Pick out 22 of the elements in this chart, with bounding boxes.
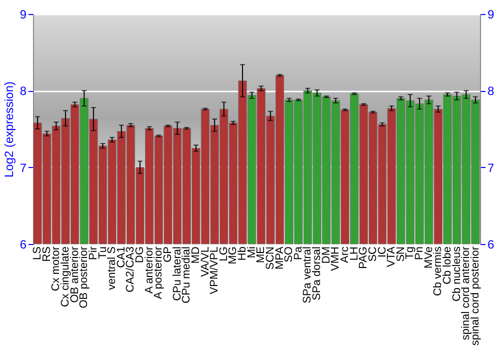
x-tick-label: SCN [264, 246, 276, 270]
x-tick-label: LG [218, 246, 230, 262]
y-tick-label: 7 [20, 160, 27, 175]
y-tick-label: 6 [20, 238, 27, 252]
y-tick-label: 9 [20, 8, 27, 22]
x-tick-label: SC [366, 246, 379, 262]
x-tick-label: OB anterior [68, 246, 81, 303]
x-tick-label: SN [394, 246, 407, 262]
y2-tick-label: 8 [488, 84, 494, 98]
y2-tick-label: 9 [488, 8, 494, 22]
x-tick-label: Tg [404, 246, 416, 260]
x-tick-label: VMH [330, 246, 342, 271]
y-tick-label: 8 [20, 84, 27, 98]
x-tick-label: Cb lobe [441, 246, 454, 284]
x-tick-label: Cb nucleus [450, 246, 463, 302]
y-axis-title: Log2 (expression) [2, 81, 16, 178]
x-tick-label: RS [40, 246, 53, 262]
y2-tick-label: 7 [488, 160, 494, 175]
x-tick-label: Arc [339, 246, 352, 263]
y2-tick-label: 6 [488, 238, 494, 252]
x-tick-label: IC [376, 246, 388, 258]
x-tick-label: Mi [246, 246, 258, 258]
